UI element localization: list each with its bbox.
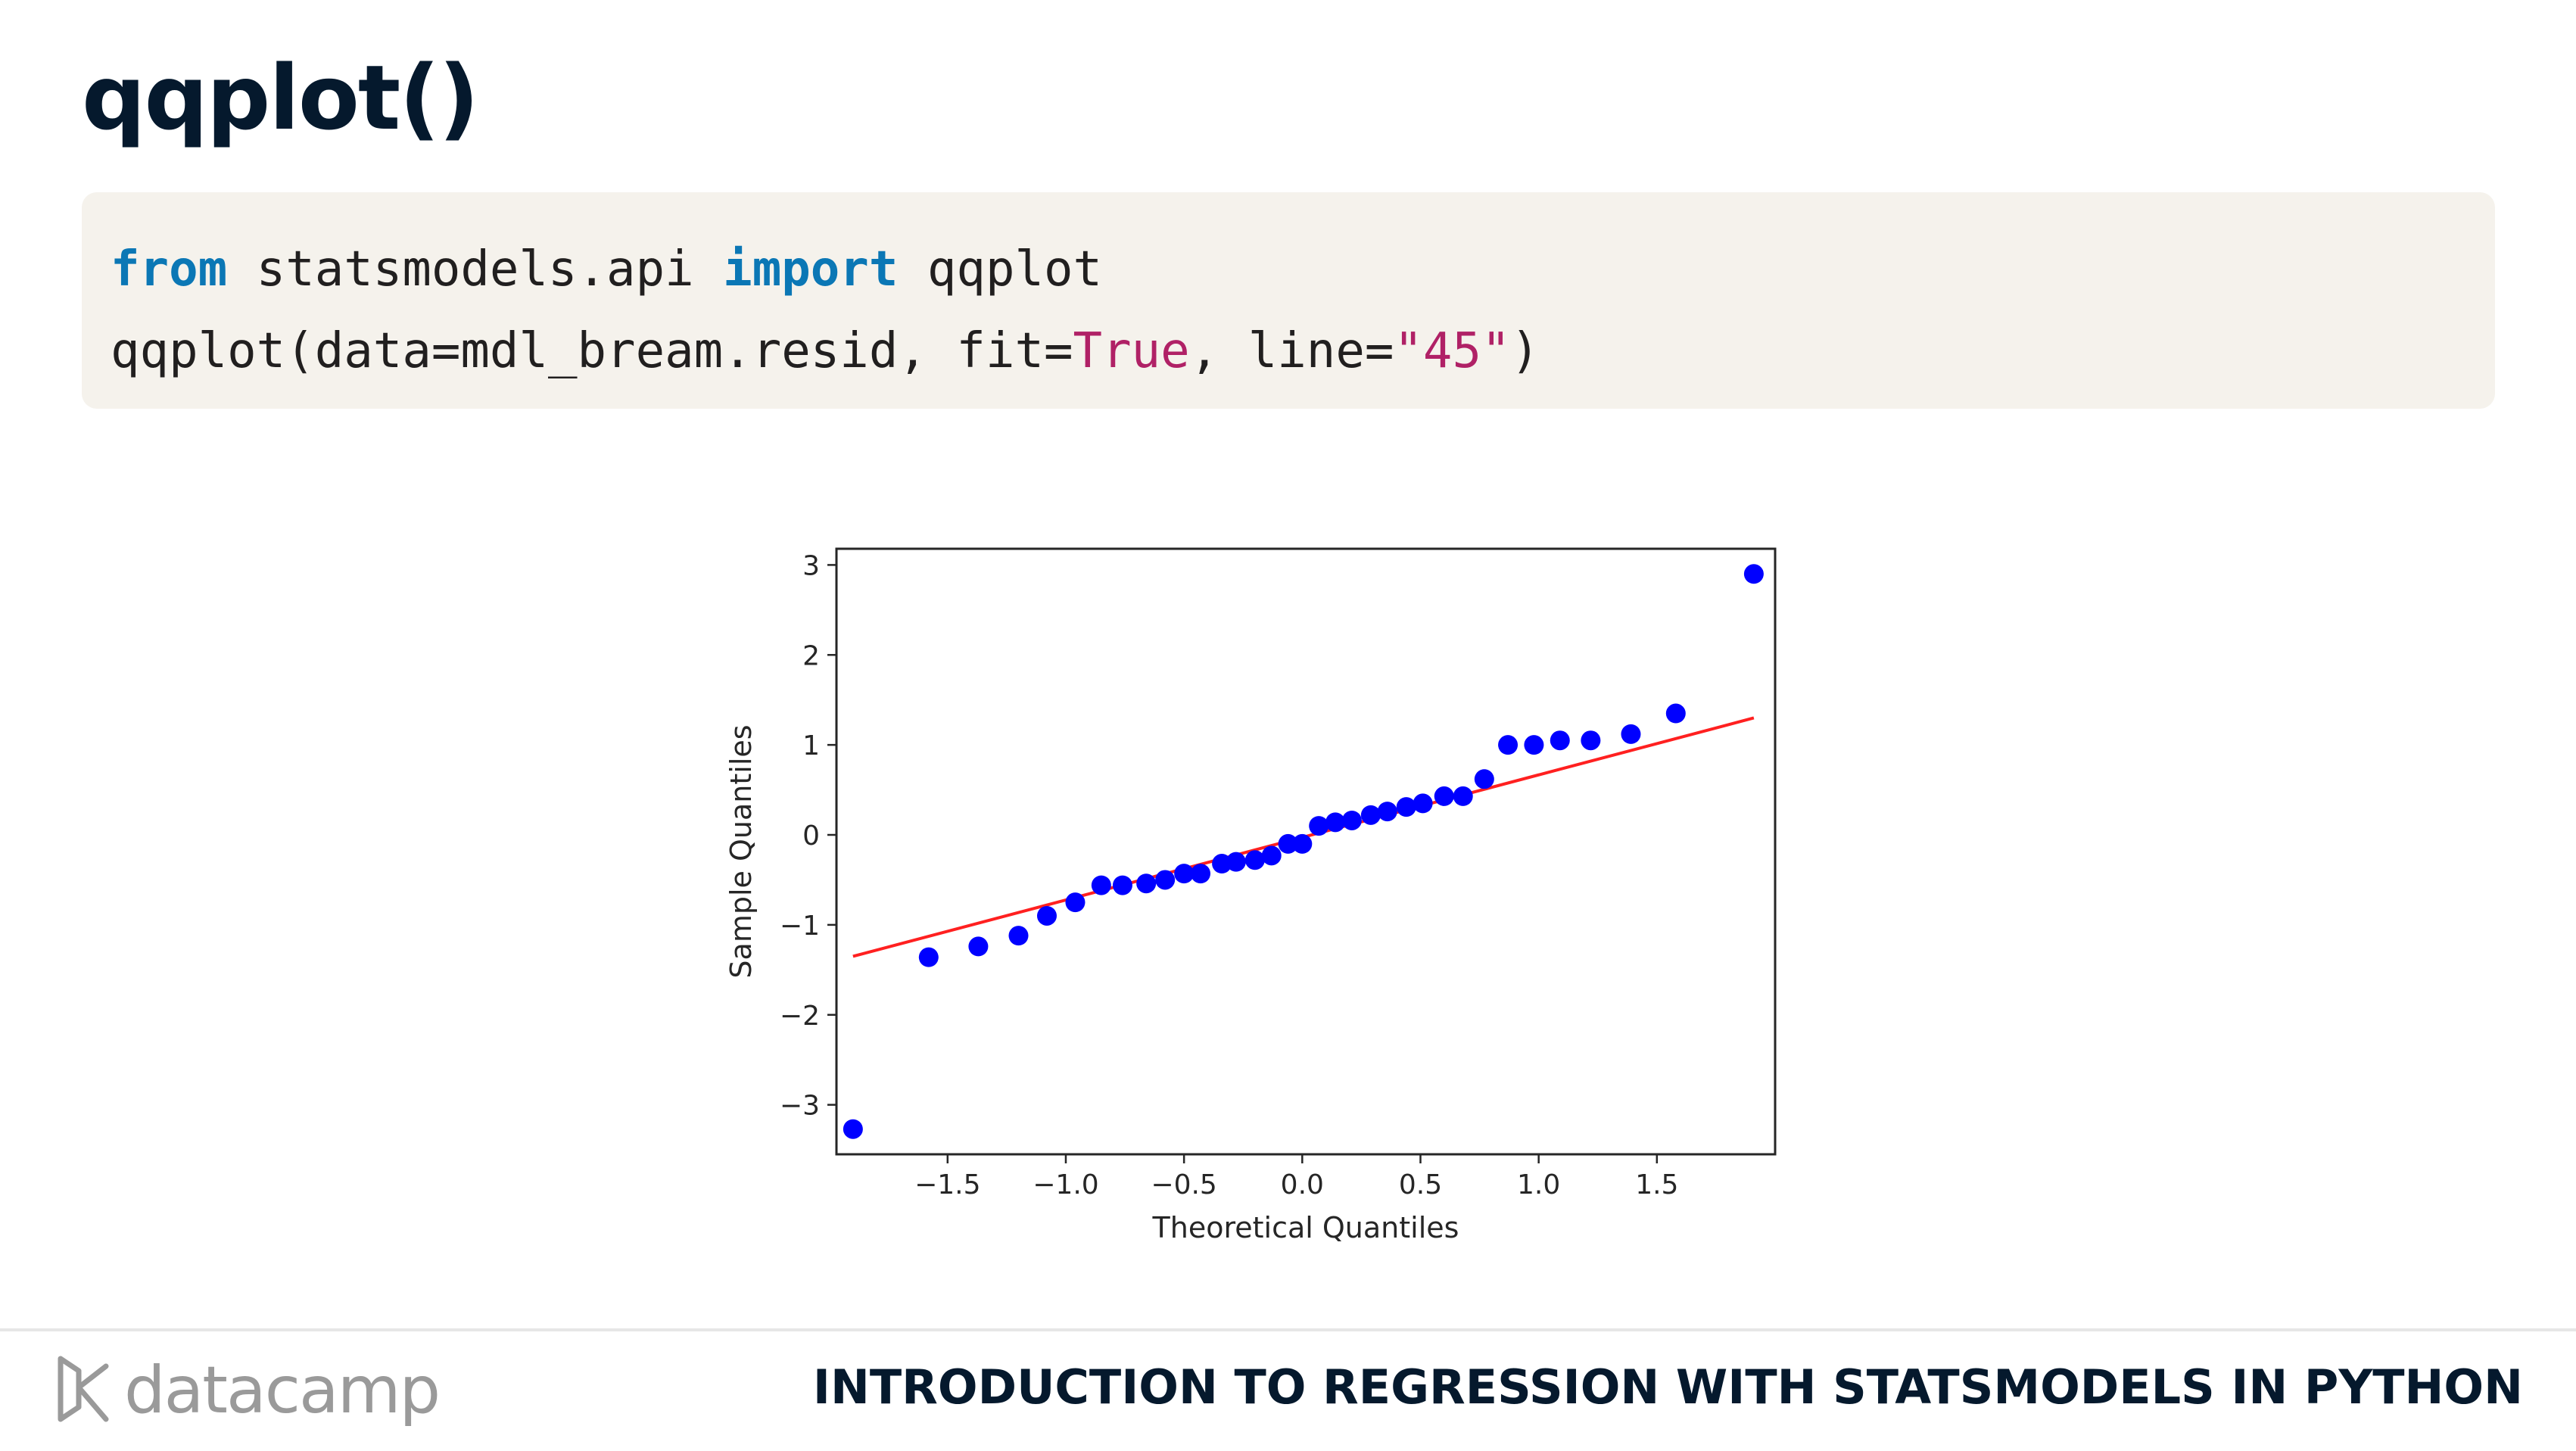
y-tick-label: −2 bbox=[780, 1001, 820, 1032]
data-point bbox=[1550, 730, 1570, 751]
y-axis-label: Sample Quantiles bbox=[724, 724, 758, 978]
datacamp-logo-icon bbox=[58, 1356, 109, 1422]
y-tick-label: 1 bbox=[802, 730, 820, 761]
code-line-import: from statsmodels.api import qqplot bbox=[111, 229, 2495, 310]
data-point bbox=[1434, 786, 1454, 806]
data-point bbox=[1743, 564, 1764, 584]
data-point bbox=[1360, 805, 1381, 825]
x-tick-label: −0.5 bbox=[1151, 1169, 1216, 1200]
keyword-from: from bbox=[111, 241, 228, 297]
datacamp-logo: datacamp bbox=[53, 1349, 441, 1432]
x-tick-label: 0.0 bbox=[1281, 1169, 1324, 1200]
data-point bbox=[1155, 870, 1176, 890]
data-point bbox=[1396, 797, 1416, 817]
data-point bbox=[1278, 833, 1298, 854]
slide-title: qqplot() bbox=[82, 45, 479, 150]
data-point bbox=[1621, 724, 1641, 744]
call-end: ) bbox=[1510, 323, 1540, 379]
data-point bbox=[1292, 833, 1313, 854]
data-point bbox=[1065, 892, 1086, 913]
call-mid: , line= bbox=[1189, 323, 1394, 379]
y-tick-label: −1 bbox=[780, 911, 820, 942]
y-tick-label: 3 bbox=[802, 550, 820, 581]
footer-divider bbox=[0, 1328, 2576, 1331]
data-point bbox=[1325, 812, 1346, 833]
data-point bbox=[1174, 864, 1195, 884]
code-line-call: qqplot(data=mdl_bream.resid, fit=True, l… bbox=[111, 310, 2495, 392]
y-axis: 3 2 1 0 −1 −2 −3 bbox=[780, 550, 836, 1122]
data-point bbox=[1008, 926, 1029, 946]
y-tick-label: 2 bbox=[802, 640, 820, 671]
data-point bbox=[1377, 802, 1397, 822]
datacamp-wordmark: datacamp bbox=[124, 1353, 441, 1428]
call-start: qqplot(data=mdl_bream.resid, fit= bbox=[111, 323, 1073, 379]
data-point bbox=[1341, 810, 1362, 830]
x-axis-label: Theoretical Quantiles bbox=[1152, 1211, 1459, 1244]
data-point bbox=[1665, 703, 1686, 724]
qq-plot-svg: −1.5 −1.0 −0.5 0.0 0.5 1.0 1.5 3 2 1 0 −1 −2 −3 Theo… bbox=[724, 547, 1777, 1244]
data-point bbox=[1524, 735, 1544, 755]
x-tick-label: −1.0 bbox=[1033, 1169, 1098, 1200]
data-point bbox=[1413, 793, 1433, 814]
fit-value: True bbox=[1073, 323, 1190, 379]
y-tick-label: −3 bbox=[780, 1091, 820, 1122]
y-tick-label: 0 bbox=[802, 820, 820, 852]
data-point bbox=[1261, 845, 1282, 866]
points-group bbox=[843, 564, 1764, 1139]
module-name: statsmodels.api bbox=[227, 241, 724, 297]
qq-plot-chart: −1.5 −1.0 −0.5 0.0 0.5 1.0 1.5 3 2 1 0 −1 −2 −3 Theo… bbox=[712, 530, 1802, 1256]
imported-name: qqplot bbox=[898, 241, 1103, 297]
data-point bbox=[1581, 730, 1601, 751]
x-tick-label: 0.5 bbox=[1399, 1169, 1442, 1200]
x-tick-label: 1.0 bbox=[1517, 1169, 1560, 1200]
data-point bbox=[968, 936, 989, 957]
x-tick-label: −1.5 bbox=[914, 1169, 980, 1200]
x-axis: −1.5 −1.0 −0.5 0.0 0.5 1.0 1.5 bbox=[914, 1154, 1678, 1200]
keyword-import: import bbox=[723, 241, 899, 297]
x-tick-label: 1.5 bbox=[1635, 1169, 1678, 1200]
data-point bbox=[1226, 852, 1246, 872]
data-point bbox=[918, 947, 939, 967]
data-point bbox=[1036, 905, 1057, 926]
data-point bbox=[1244, 850, 1265, 870]
data-point bbox=[1453, 786, 1473, 806]
data-point bbox=[1191, 864, 1211, 884]
data-point bbox=[1136, 873, 1157, 894]
line-value: "45" bbox=[1394, 323, 1511, 379]
course-title: INTRODUCTION TO REGRESSION WITH STATSMOD… bbox=[812, 1359, 2523, 1415]
code-block: from statsmodels.api import qqplot qqplo… bbox=[82, 192, 2495, 409]
data-point bbox=[1474, 769, 1494, 789]
data-point bbox=[1091, 875, 1111, 895]
data-point bbox=[1112, 875, 1132, 895]
data-point bbox=[1498, 735, 1519, 755]
data-point bbox=[1309, 816, 1329, 836]
data-point bbox=[843, 1119, 863, 1139]
